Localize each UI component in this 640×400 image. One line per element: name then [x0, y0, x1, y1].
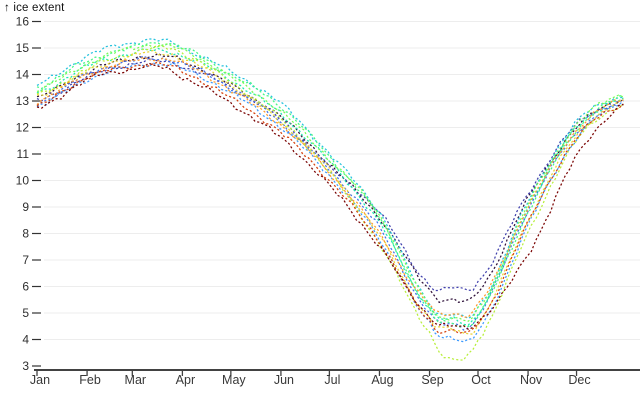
y-tick-label: 11 — [17, 147, 30, 161]
x-tick-label: Apr — [176, 373, 195, 387]
x-tick-label: Nov — [520, 373, 543, 387]
series-line-orange — [36, 56, 624, 318]
y-tick-label: 6 — [22, 280, 29, 294]
y-tick-label: 9 — [22, 200, 29, 214]
series-line-blue — [36, 55, 624, 331]
x-tick-label: Jul — [324, 373, 340, 387]
series-line-dark-navy — [36, 52, 624, 304]
x-tick-label: Oct — [471, 373, 491, 387]
x-tick-label: Feb — [79, 373, 101, 387]
y-tick-label: 14 — [16, 68, 30, 82]
y-tick-label: 7 — [22, 253, 29, 267]
x-tick-label: May — [222, 373, 246, 387]
series-line-green — [36, 42, 624, 328]
series-line-light-green — [36, 43, 624, 322]
x-tick-label: Jan — [30, 373, 50, 387]
x-tick-label: Aug — [371, 373, 393, 387]
series-line-red — [36, 61, 624, 335]
y-tick-label: 8 — [22, 227, 29, 241]
y-tick-label: 4 — [22, 333, 29, 347]
y-tick-label: 10 — [16, 174, 30, 188]
series-line-light-blue — [36, 62, 624, 343]
y-tick-label: 16 — [16, 15, 30, 29]
y-axis-label: ↑ ice extent — [4, 2, 65, 14]
x-tick-label: Jun — [274, 373, 294, 387]
y-tick-label: 13 — [16, 94, 30, 108]
series-line-cyan — [36, 38, 624, 320]
series-line-dark-red — [36, 62, 624, 331]
x-tick-label: Sep — [421, 373, 443, 387]
y-tick-label: 3 — [22, 359, 29, 373]
x-tick-label: Mar — [125, 373, 147, 387]
x-tick-label: Dec — [568, 373, 590, 387]
y-tick-label: 5 — [22, 306, 29, 320]
series-line-navy-blue — [36, 57, 624, 292]
y-tick-label: 12 — [16, 121, 30, 135]
y-tick-label: 15 — [16, 41, 30, 55]
